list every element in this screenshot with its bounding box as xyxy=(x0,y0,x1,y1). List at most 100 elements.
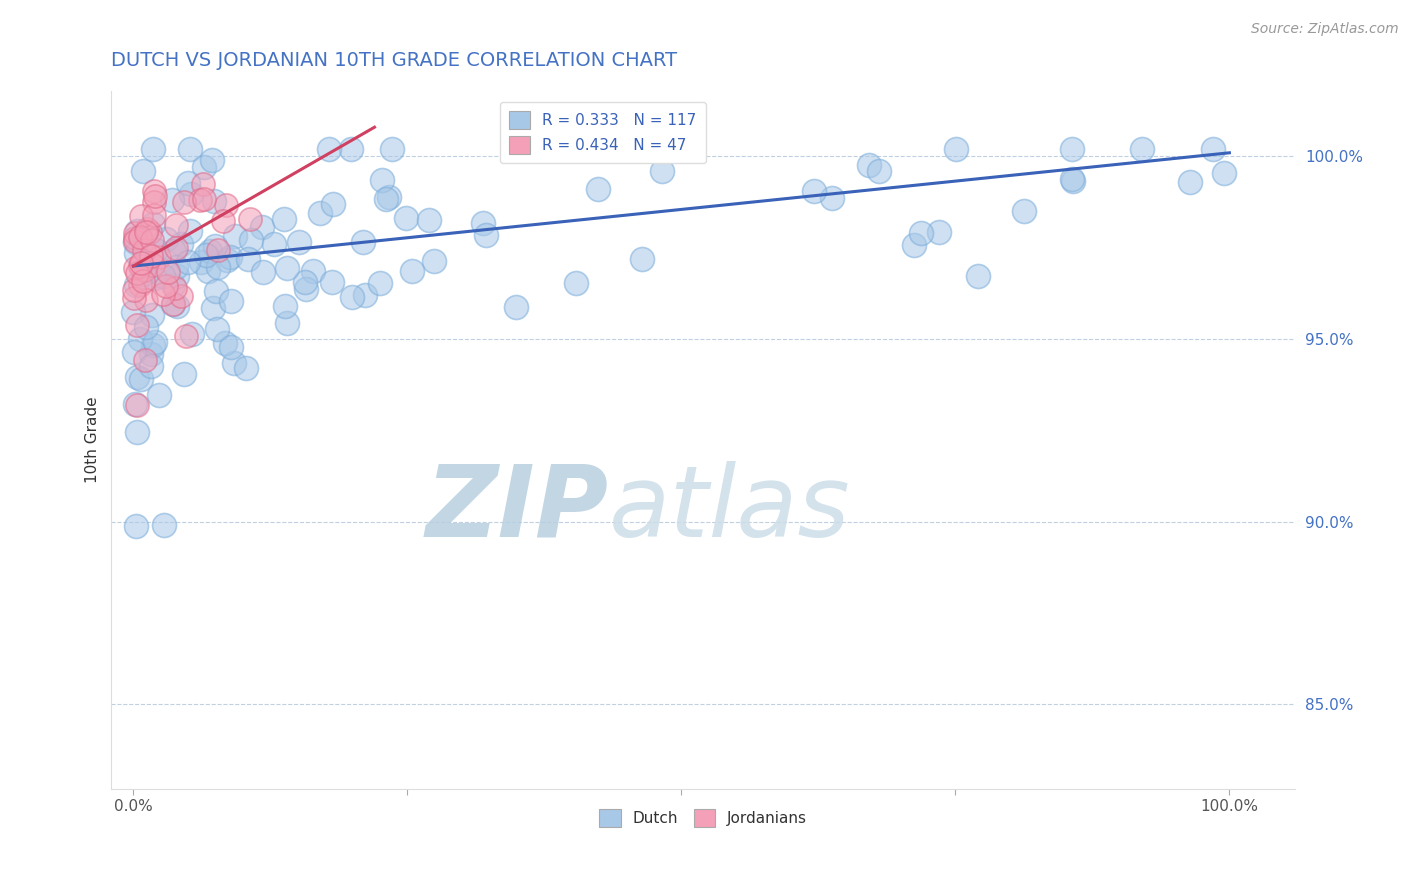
Point xyxy=(125,318,148,332)
Point xyxy=(141,308,163,322)
Point xyxy=(125,277,148,292)
Point xyxy=(165,241,187,255)
Point xyxy=(166,299,188,313)
Point xyxy=(162,297,184,311)
Point xyxy=(148,387,170,401)
Point xyxy=(205,284,228,298)
Point xyxy=(342,290,364,304)
Point xyxy=(273,211,295,226)
Point xyxy=(163,281,186,295)
Point xyxy=(124,235,146,250)
Point xyxy=(135,225,157,239)
Point xyxy=(131,209,153,223)
Point xyxy=(201,301,224,315)
Point xyxy=(132,243,155,257)
Point xyxy=(173,368,195,382)
Point xyxy=(142,217,165,231)
Point xyxy=(294,275,316,289)
Point xyxy=(219,294,242,309)
Point xyxy=(191,177,214,191)
Point xyxy=(125,425,148,439)
Point xyxy=(136,221,159,235)
Point xyxy=(193,192,215,206)
Point xyxy=(143,335,166,350)
Point xyxy=(381,142,404,156)
Point xyxy=(131,164,153,178)
Point xyxy=(138,225,160,239)
Point xyxy=(180,186,202,201)
Point xyxy=(1130,142,1153,156)
Point xyxy=(1060,142,1083,156)
Point xyxy=(170,289,193,303)
Point xyxy=(1014,203,1036,218)
Text: DUTCH VS JORDANIAN 10TH GRADE CORRELATION CHART: DUTCH VS JORDANIAN 10TH GRADE CORRELATIO… xyxy=(111,51,678,70)
Point xyxy=(177,176,200,190)
Point xyxy=(377,190,399,204)
Legend: Dutch, Jordanians: Dutch, Jordanians xyxy=(593,804,814,833)
Point xyxy=(1202,142,1225,156)
Point xyxy=(124,261,146,276)
Point xyxy=(321,275,343,289)
Point xyxy=(631,252,654,266)
Point xyxy=(1060,172,1083,186)
Point xyxy=(868,164,890,178)
Point xyxy=(204,239,226,253)
Point xyxy=(1062,174,1084,188)
Point xyxy=(475,227,498,242)
Point xyxy=(368,277,391,291)
Point xyxy=(586,182,609,196)
Point xyxy=(903,238,925,252)
Point xyxy=(148,250,170,264)
Point xyxy=(142,194,165,209)
Point xyxy=(322,197,344,211)
Point xyxy=(132,267,155,281)
Point xyxy=(156,265,179,279)
Point xyxy=(180,326,202,341)
Point xyxy=(124,284,146,298)
Point xyxy=(160,193,183,207)
Point xyxy=(129,230,152,244)
Point xyxy=(471,215,494,229)
Point xyxy=(214,198,236,212)
Point xyxy=(165,260,187,274)
Point xyxy=(139,347,162,361)
Point xyxy=(214,336,236,351)
Point xyxy=(125,266,148,280)
Point xyxy=(236,252,259,267)
Point xyxy=(129,259,152,273)
Point xyxy=(928,225,950,239)
Point xyxy=(198,244,221,259)
Point xyxy=(353,288,375,302)
Point xyxy=(239,233,262,247)
Point xyxy=(142,258,165,272)
Point xyxy=(166,269,188,284)
Point xyxy=(219,250,242,264)
Point xyxy=(294,282,316,296)
Point xyxy=(142,142,165,156)
Point xyxy=(401,264,423,278)
Point xyxy=(176,255,198,269)
Point xyxy=(252,265,274,279)
Point xyxy=(215,252,238,267)
Point xyxy=(135,293,157,307)
Point xyxy=(124,397,146,411)
Point xyxy=(309,206,332,220)
Point xyxy=(132,274,155,288)
Text: atlas: atlas xyxy=(609,461,851,558)
Point xyxy=(221,340,243,354)
Point xyxy=(165,218,187,232)
Point xyxy=(124,246,146,260)
Point xyxy=(224,228,246,243)
Point xyxy=(200,153,222,168)
Point xyxy=(224,356,246,370)
Point xyxy=(153,518,176,533)
Point xyxy=(263,236,285,251)
Point xyxy=(651,164,673,178)
Point xyxy=(858,159,880,173)
Point xyxy=(276,316,298,330)
Point xyxy=(129,332,152,346)
Point xyxy=(142,184,165,198)
Point xyxy=(125,519,148,533)
Point xyxy=(152,269,174,284)
Y-axis label: 10th Grade: 10th Grade xyxy=(86,396,100,483)
